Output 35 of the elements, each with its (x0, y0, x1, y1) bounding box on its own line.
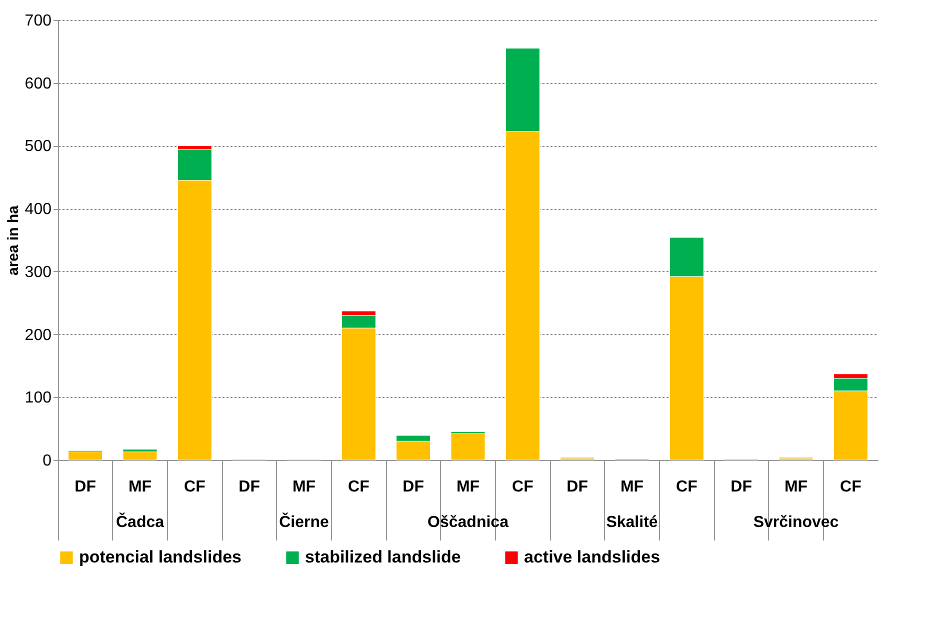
x-tick-label: MF (620, 478, 644, 496)
text: Oščadnica (428, 514, 509, 531)
y-axis-title: area in ha (4, 204, 22, 276)
x-tick-label: DF (566, 478, 588, 496)
x-tick-label: DF (74, 478, 96, 496)
y-tick-label: 600 (24, 75, 52, 92)
legend-label: potencial landslides (79, 548, 242, 567)
y-tick-label: 200 (24, 326, 52, 344)
y-tick-label: 100 (24, 390, 52, 407)
x-tick-label: MF (456, 478, 480, 496)
x-tick-label: CF (348, 478, 370, 496)
x-tick-label: CF (184, 478, 206, 496)
bar (68, 452, 103, 460)
x-tick-label: CF (676, 478, 698, 496)
x-tick-label: DF (730, 478, 752, 496)
bar (450, 433, 486, 460)
legend-label: active landslides (524, 548, 660, 567)
legend-label: stabilized landslide (305, 548, 461, 567)
x-tick-label: CF (840, 478, 862, 496)
y-tick-label: 400 (24, 201, 52, 218)
x-tick-label: CF (512, 478, 534, 496)
x-tick-label: DF (238, 478, 260, 496)
text: Svrčinovec (753, 514, 839, 531)
x-tick-label: MF (292, 478, 316, 496)
text: Čadca (116, 512, 164, 531)
x-tick-label: MF (128, 478, 152, 496)
text: Skalité (606, 514, 658, 531)
y-tick-label: 300 (24, 264, 52, 281)
x-tick-label: MF (784, 478, 808, 496)
bar (122, 452, 158, 460)
y-tick-label: 500 (24, 138, 52, 156)
y-tick-label: 700 (24, 12, 52, 30)
x-tick-label: DF (402, 478, 424, 496)
text: Čierne (279, 512, 329, 531)
y-tick-label: 0 (42, 452, 52, 470)
